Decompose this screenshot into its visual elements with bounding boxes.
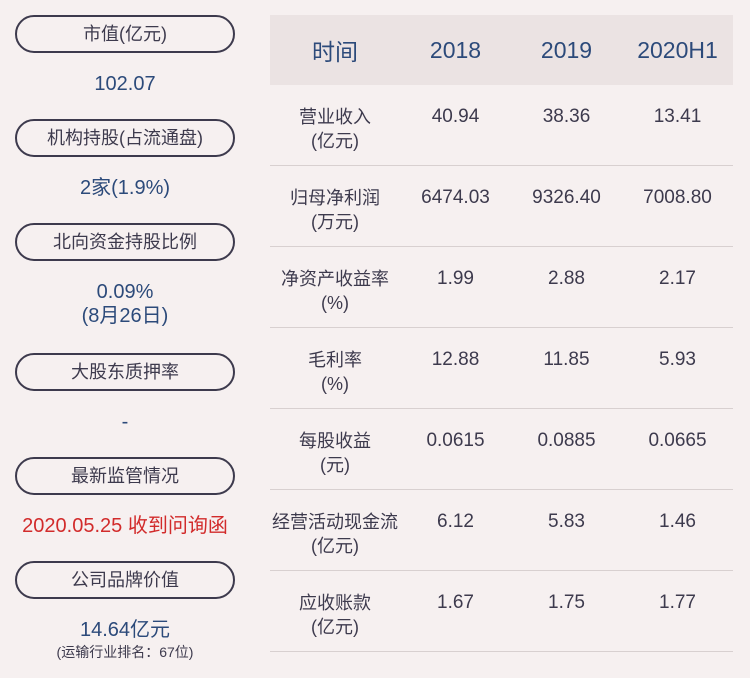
institutional-holding-label: 机构持股(占流通盘) — [15, 119, 235, 157]
brand-value-rank: (运输行业排名：67位) — [56, 644, 194, 660]
header-2020h1: 2020H1 — [637, 36, 718, 63]
cell-value: 2.88 — [548, 268, 585, 289]
cell-value: 1.77 — [659, 592, 696, 613]
regulatory-status-value: 2020.05.25 收到问询函 — [22, 515, 228, 537]
cell-value: 40.94 — [431, 106, 480, 127]
institutional-holding-value: 2家(1.9%) — [79, 177, 171, 199]
cell-value: 0.0665 — [648, 430, 707, 451]
cell-value: 0.0885 — [537, 430, 596, 451]
brand-value-amount: 14.64亿元 — [79, 619, 171, 641]
market-cap-label: 市值(亿元) — [15, 15, 235, 53]
northbound-ratio-date: (8月26日) — [81, 305, 169, 327]
financial-table: 时间 2018 2019 2020H1 营业收入 (亿元) 40.94 38.36… — [270, 15, 733, 652]
row-label: 毛利率 (%) — [308, 350, 362, 394]
cell-value: 1.67 — [437, 592, 474, 613]
cell-value: 9326.40 — [532, 187, 601, 208]
cell-value: 1.46 — [659, 511, 696, 532]
cell-value: 2.17 — [659, 268, 696, 289]
table-row: 应收账款 (亿元) 1.67 1.75 1.77 — [270, 571, 733, 652]
table-row: 毛利率 (%) 12.88 11.85 5.93 — [270, 328, 733, 409]
cell-value: 1.75 — [548, 592, 585, 613]
brand-value: 14.64亿元 (运输行业排名：67位) — [15, 618, 235, 662]
row-label: 经营活动现金流 (亿元) — [272, 512, 398, 556]
cell-value: 12.88 — [431, 349, 480, 370]
table-row: 营业收入 (亿元) 40.94 38.36 13.41 — [270, 85, 733, 166]
row-label: 应收账款 (亿元) — [299, 593, 371, 637]
cell-value: 6.12 — [437, 511, 474, 532]
cell-value: 7008.80 — [643, 187, 712, 208]
row-label: 每股收益 (元) — [299, 431, 371, 475]
table-row: 归母净利润 (万元) 6474.03 9326.40 7008.80 — [270, 166, 733, 247]
cell-value: 5.83 — [548, 511, 585, 532]
cell-value: 38.36 — [542, 106, 591, 127]
cell-value: 6474.03 — [421, 187, 490, 208]
cell-value: 13.41 — [653, 106, 702, 127]
row-label: 净资产收益率 (%) — [281, 269, 389, 313]
table-header: 时间 2018 2019 2020H1 — [270, 15, 733, 85]
cell-value: 5.93 — [659, 349, 696, 370]
table-row: 每股收益 (元) 0.0615 0.0885 0.0665 — [270, 409, 733, 490]
header-2019: 2019 — [540, 36, 593, 63]
pledge-rate-value: - — [121, 411, 129, 433]
header-time: 时间 — [312, 39, 358, 65]
table-row: 净资产收益率 (%) 1.99 2.88 2.17 — [270, 247, 733, 328]
header-2018: 2018 — [429, 36, 482, 63]
northbound-ratio-value: 0.09% (8月26日) — [15, 280, 235, 328]
market-cap-value: 102.07 — [94, 73, 156, 95]
pledge-rate-label: 大股东质押率 — [15, 353, 235, 391]
cell-value: 1.99 — [437, 268, 474, 289]
regulatory-status-label: 最新监管情况 — [15, 457, 235, 495]
row-label: 营业收入 (亿元) — [299, 107, 371, 151]
cell-value: 11.85 — [543, 349, 590, 370]
cell-value: 0.0615 — [426, 430, 485, 451]
table-row: 经营活动现金流 (亿元) 6.12 5.83 1.46 — [270, 490, 733, 571]
row-label: 归母净利润 (万元) — [290, 188, 380, 232]
northbound-ratio-percent: 0.09% — [96, 281, 154, 303]
northbound-ratio-label: 北向资金持股比例 — [15, 223, 235, 261]
brand-value-label: 公司品牌价值 — [15, 561, 235, 599]
